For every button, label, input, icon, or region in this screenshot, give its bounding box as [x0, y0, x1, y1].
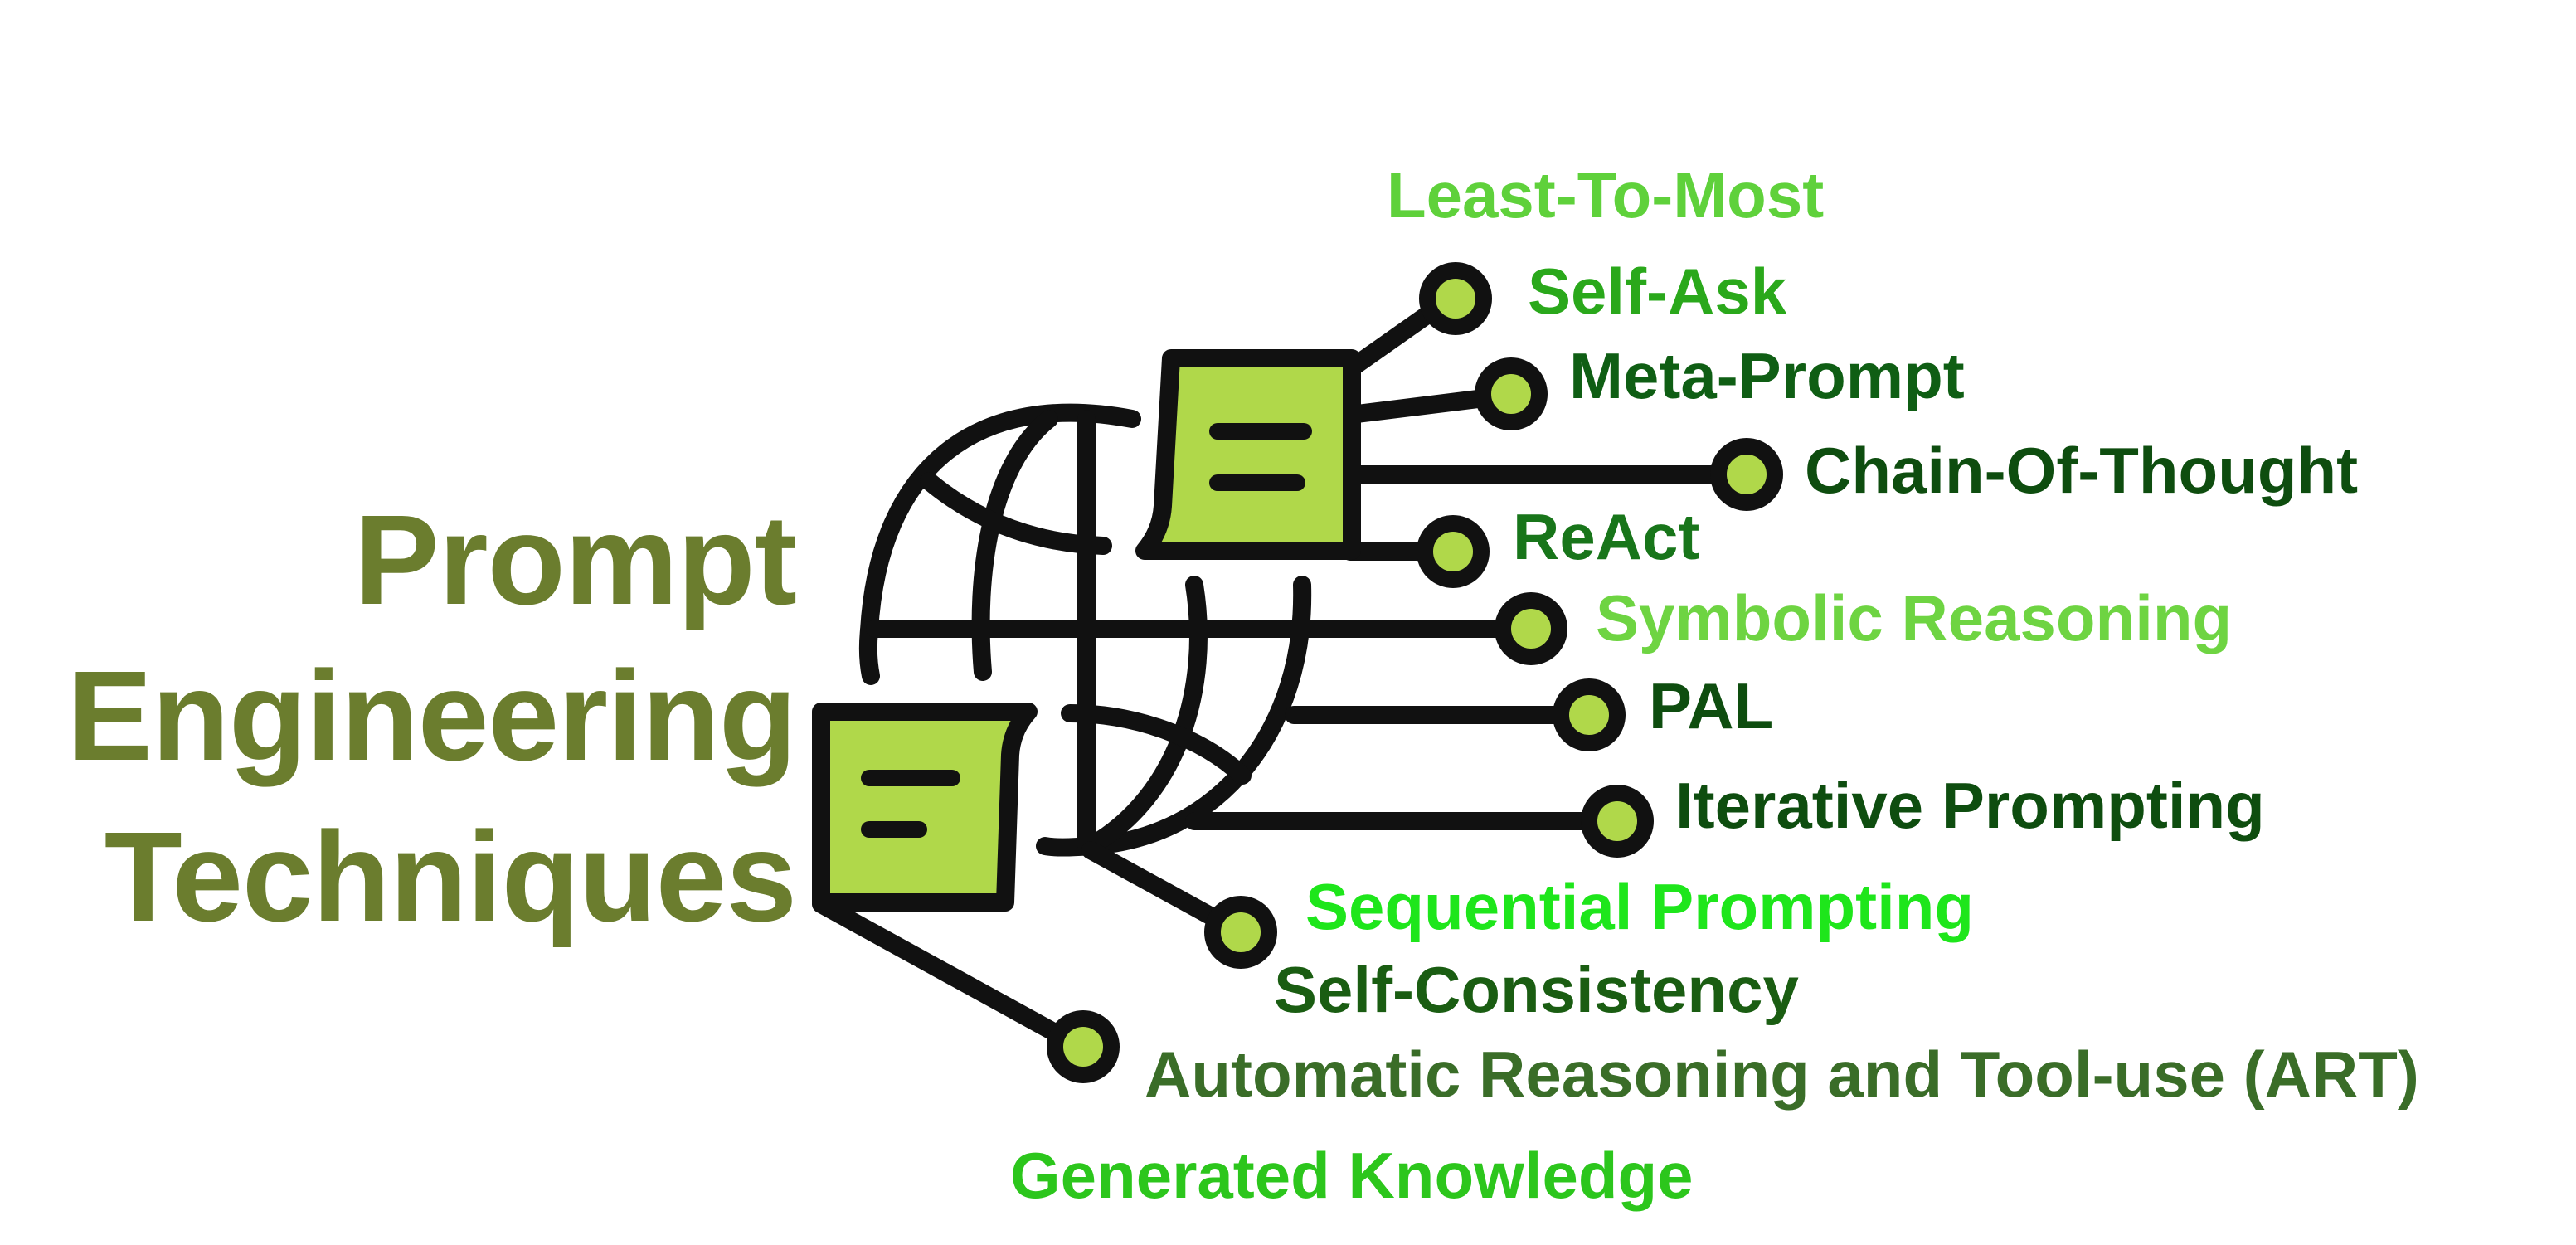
globe-outline-upper — [860, 403, 1141, 640]
technique-label-self-consistency: Self-Consistency — [1274, 953, 1799, 1026]
node-art — [1047, 1010, 1120, 1083]
diagram-title-line-2: Engineering — [67, 644, 797, 787]
technique-label-meta-prompt: Meta-Prompt — [1569, 339, 1965, 412]
globe-outline-left — [858, 621, 880, 685]
document-bottom — [812, 703, 1038, 912]
node-self-consistency — [1204, 896, 1277, 969]
technique-label-react: ReAct — [1513, 500, 1700, 573]
node-iterative — [1581, 785, 1654, 858]
globe-parallel-lower — [1061, 704, 1252, 785]
node-pal — [1553, 678, 1626, 751]
connector-self-ask — [1341, 303, 1441, 378]
connector-meta-prompt — [1341, 389, 1494, 424]
technique-label-art: Automatic Reasoning and Tool-use (ART) — [1145, 1038, 2419, 1111]
diagram-title-line-1: Prompt — [354, 489, 797, 631]
connector-art — [812, 895, 1064, 1042]
document-top — [1135, 349, 1361, 560]
node-symbolic — [1495, 592, 1567, 665]
connector-self-consistency — [1081, 841, 1228, 930]
technique-label-generated-knowledge: Generated Knowledge — [1010, 1139, 1694, 1212]
technique-label-least-to-most: Least-To-Most — [1387, 158, 1825, 231]
globe-parallel-upper — [920, 472, 1112, 555]
diagram-title-line-3: Techniques — [104, 805, 797, 948]
technique-label-chain-of-thought: Chain-Of-Thought — [1805, 434, 2359, 507]
technique-label-self-ask: Self-Ask — [1528, 255, 1787, 328]
technique-label-iterative-prompting: Iterative Prompting — [1675, 769, 2265, 842]
node-cot — [1710, 438, 1783, 511]
technique-label-pal: PAL — [1649, 669, 1774, 742]
node-react — [1417, 515, 1490, 588]
technique-label-sequential-prompting: Sequential Prompting — [1305, 870, 1975, 943]
node-self-ask — [1419, 262, 1492, 335]
technique-label-symbolic-reasoning: Symbolic Reasoning — [1596, 581, 2233, 654]
node-meta-prompt — [1475, 357, 1548, 430]
